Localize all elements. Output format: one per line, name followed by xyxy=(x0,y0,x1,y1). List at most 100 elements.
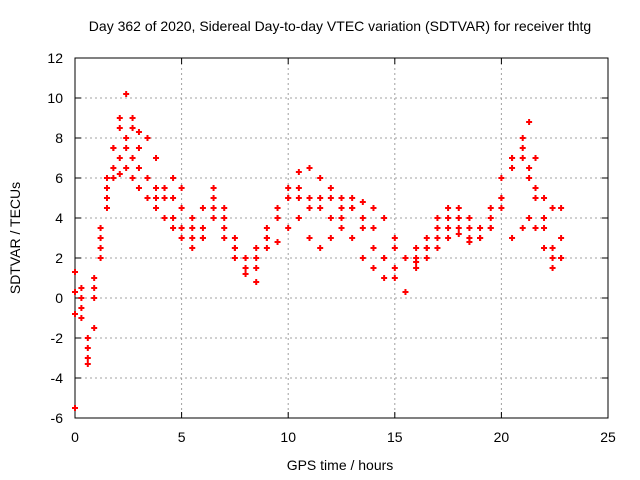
data-point xyxy=(153,195,160,201)
data-point xyxy=(253,265,260,271)
plot-frame xyxy=(74,57,609,419)
y-tick-label: 0 xyxy=(55,290,63,306)
data-point xyxy=(274,215,281,221)
data-point xyxy=(498,175,505,181)
x-tick-label: 10 xyxy=(280,429,296,445)
data-point xyxy=(144,175,151,181)
data-point xyxy=(317,175,324,181)
x-tick-label: 5 xyxy=(178,429,186,445)
data-point xyxy=(455,205,462,211)
data-point xyxy=(178,225,185,231)
data-point xyxy=(423,235,430,241)
chart-title: Day 362 of 2020, Sidereal Day-to-day VTE… xyxy=(89,18,591,34)
data-point xyxy=(498,205,505,211)
data-point xyxy=(526,119,533,125)
data-points xyxy=(72,91,565,411)
data-point xyxy=(189,235,196,241)
data-point xyxy=(359,199,366,205)
data-point xyxy=(455,215,462,221)
data-point xyxy=(199,225,206,231)
data-point xyxy=(349,195,356,201)
y-tick-label: 12 xyxy=(47,50,63,66)
data-point xyxy=(91,325,98,331)
data-point xyxy=(402,289,409,295)
data-point xyxy=(295,169,302,175)
data-point xyxy=(295,195,302,201)
data-point xyxy=(391,235,398,241)
data-point xyxy=(359,215,366,221)
data-point xyxy=(445,215,452,221)
data-point xyxy=(526,165,533,171)
data-point xyxy=(72,405,78,411)
y-tick-label: 10 xyxy=(47,90,63,106)
data-point xyxy=(129,175,136,181)
data-point xyxy=(317,245,324,251)
data-point xyxy=(84,345,91,351)
data-point xyxy=(144,195,151,201)
data-point xyxy=(549,265,556,271)
data-point xyxy=(110,175,117,181)
data-point xyxy=(317,195,324,201)
data-point xyxy=(91,275,98,281)
data-point xyxy=(445,225,452,231)
data-point xyxy=(509,155,516,161)
data-point xyxy=(541,225,548,231)
data-point xyxy=(263,235,270,241)
data-point xyxy=(423,255,430,261)
data-point xyxy=(327,215,334,221)
data-point xyxy=(509,235,516,241)
data-point xyxy=(153,185,160,191)
data-point xyxy=(170,225,177,231)
data-point xyxy=(487,205,494,211)
data-point xyxy=(285,225,292,231)
data-point xyxy=(231,245,238,251)
y-axis: -6 -4 -2 0 2 4 6 8 10 12 xyxy=(47,50,608,426)
data-point xyxy=(116,125,123,131)
data-point xyxy=(221,215,228,221)
data-point xyxy=(381,215,388,221)
data-point xyxy=(532,225,539,231)
data-point xyxy=(221,225,228,231)
data-point xyxy=(72,269,78,275)
data-point xyxy=(231,235,238,241)
data-point xyxy=(189,225,196,231)
data-point xyxy=(103,185,110,191)
data-point xyxy=(199,205,206,211)
y-axis-label: SDTVAR / TECUs xyxy=(7,182,23,294)
data-point xyxy=(153,155,160,161)
data-point xyxy=(338,225,345,231)
data-point xyxy=(231,255,238,261)
data-point xyxy=(526,175,533,181)
data-point xyxy=(72,289,78,295)
data-point xyxy=(123,91,130,97)
data-point xyxy=(170,195,177,201)
data-point xyxy=(199,235,206,241)
x-tick-label: 0 xyxy=(71,429,79,445)
data-point xyxy=(78,285,85,291)
data-point xyxy=(327,195,334,201)
data-point xyxy=(135,145,142,151)
data-point xyxy=(391,265,398,271)
data-point xyxy=(466,239,473,245)
data-point xyxy=(519,145,526,151)
data-point xyxy=(558,255,565,261)
data-point xyxy=(129,125,136,131)
data-point xyxy=(359,255,366,261)
data-point xyxy=(549,255,556,261)
data-point xyxy=(263,245,270,251)
data-point xyxy=(558,235,565,241)
data-point xyxy=(338,205,345,211)
data-point xyxy=(381,275,388,281)
data-point xyxy=(110,145,117,151)
data-point xyxy=(359,225,366,231)
data-point xyxy=(338,195,345,201)
data-point xyxy=(72,311,78,317)
x-tick-label: 15 xyxy=(387,429,403,445)
x-axis-label: GPS time / hours xyxy=(287,457,394,473)
data-point xyxy=(285,195,292,201)
y-tick-label: 8 xyxy=(55,130,63,146)
data-point xyxy=(274,239,281,245)
data-point xyxy=(306,195,313,201)
data-point xyxy=(253,245,260,251)
